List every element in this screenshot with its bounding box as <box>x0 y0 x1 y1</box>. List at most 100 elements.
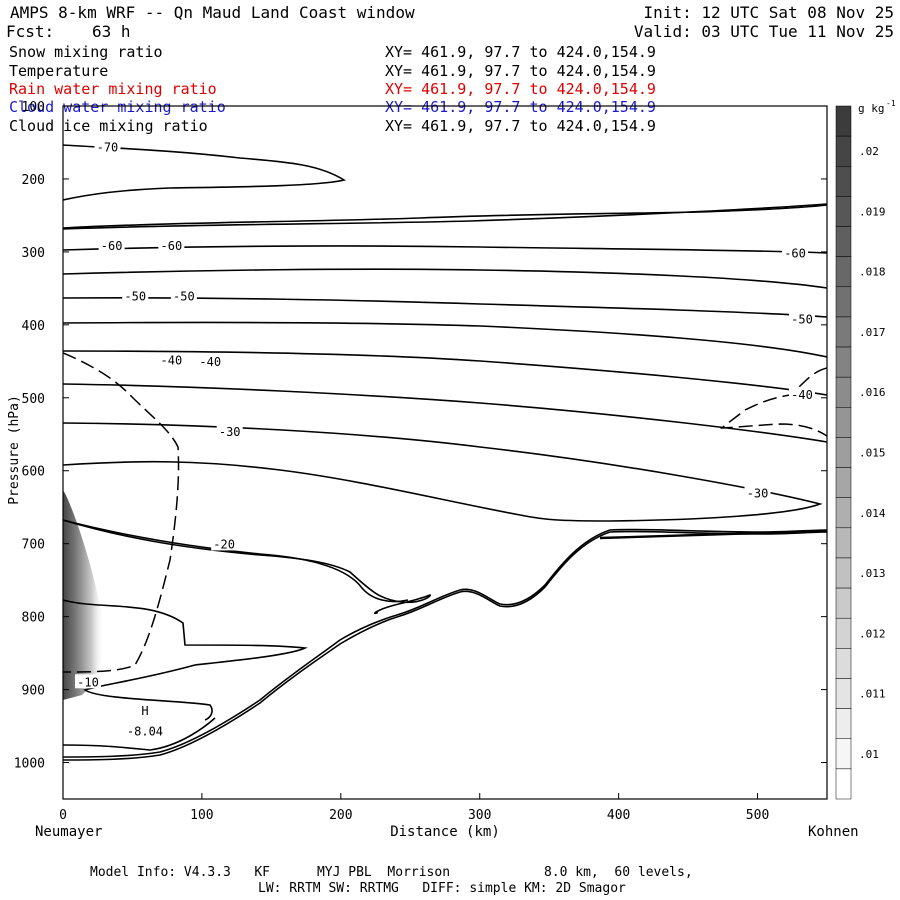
contour-minus40 <box>63 350 827 396</box>
colorbar-tick-label: .017 <box>859 326 886 339</box>
y-tick-label: 700 <box>22 538 45 553</box>
colorbar-segment <box>835 467 852 498</box>
temperature-label-bg <box>744 485 771 500</box>
y-axis-ticks: 100 200 300 400 500 600 700 800 900 1000 <box>14 100 827 772</box>
contour-minus70 <box>63 144 347 201</box>
annotation-label: -8.04 <box>127 725 163 739</box>
chart-title: AMPS 8-km WRF -- Qn Maud Land Coast wind… <box>10 3 415 22</box>
forecast-hours: 63 h <box>92 22 131 41</box>
forecast-label: Fcst: <box>6 22 55 41</box>
contour-minus60a <box>63 203 827 230</box>
colorbar-unit-exponent: -1 <box>886 99 896 108</box>
temperature-label-bg <box>197 354 224 369</box>
temperature-label: -10 <box>77 675 99 689</box>
colorbar-tick-label: .015 <box>859 447 886 460</box>
temperature-label: -60 <box>784 246 806 260</box>
colorbar: .02 .019 .018 .017 .016 .015 .014 .013 .012 .011.… <box>835 99 896 800</box>
colorbar-segment <box>835 105 852 137</box>
legend-cloudwater-coords: XY= 461.9, 97.7 to 424.0,154.9 <box>385 98 656 116</box>
contour-minus50b <box>63 321 827 358</box>
annotation-label: H <box>141 704 148 718</box>
temperature-label-bg <box>94 139 121 154</box>
temperature-label: -50 <box>124 289 146 303</box>
x-right-endpoint: Kohnen <box>808 824 859 840</box>
contour-minus20b <box>63 519 409 603</box>
temperature-label: -40 <box>199 355 221 369</box>
colorbar-segment <box>835 738 852 770</box>
colorbar-segment <box>835 557 852 589</box>
colorbar-segment <box>835 256 852 288</box>
model-physics: LW: RRTM SW: RRTMG DIFF: simple KM: 2D S… <box>258 881 626 896</box>
contour-minus8 <box>63 717 216 751</box>
y-tick-label: 100 <box>22 100 45 115</box>
temperature-label: -20 <box>213 537 235 551</box>
colorbar-segment <box>835 648 852 679</box>
plot-frame <box>62 105 828 800</box>
temperature-label: -40 <box>161 354 183 368</box>
temperature-label: -30 <box>219 425 241 439</box>
colorbar-tick-label: .02 <box>859 145 879 158</box>
valid-time: Valid: 03 UTC Tue 11 Nov 25 <box>633 22 894 41</box>
y-tick-label: 800 <box>22 611 45 626</box>
x-tick-label: 300 <box>468 808 491 823</box>
x-tick-label: 200 <box>329 808 352 823</box>
y-tick-label: 600 <box>22 465 45 480</box>
x-tick-label: 0 <box>59 808 67 823</box>
temperature-label: -30 <box>747 486 769 500</box>
terrain <box>63 528 827 761</box>
colorbar-segment <box>835 587 852 619</box>
colorbar-segment <box>835 768 852 800</box>
temperature-label-bg <box>98 238 125 253</box>
contour-minus20 <box>63 519 431 615</box>
temperature-label: -50 <box>791 313 813 327</box>
temperature-label-bg <box>788 311 815 326</box>
temperature-label-bg <box>788 386 815 401</box>
temperature-label-bg <box>75 674 102 689</box>
colorbar-segment <box>835 437 852 468</box>
legend-snow-coords: XY= 461.9, 97.7 to 424.0,154.9 <box>385 43 656 61</box>
y-tick-label: 1000 <box>14 757 45 772</box>
legend-rain-name: Rain water mixing ratio <box>9 80 217 98</box>
colorbar-segment <box>835 286 852 318</box>
legend-cloudwater-name: Cloud water mixing ratio <box>9 98 226 116</box>
colorbar-segment <box>835 407 852 438</box>
y-tick-label: 400 <box>22 319 45 334</box>
colorbar-segment <box>835 527 852 559</box>
temperature-label: -60 <box>161 239 183 253</box>
temperature-label-bg <box>158 352 185 367</box>
y-tick-label: 300 <box>22 246 45 261</box>
y-axis-label: Pressure (hPa) <box>7 395 22 505</box>
x-tick-label: 400 <box>607 808 630 823</box>
temperature-label: -50 <box>173 289 195 303</box>
y-tick-label: 500 <box>22 392 45 407</box>
temperature-label-bg <box>122 288 149 303</box>
x-left-endpoint: Neumayer <box>35 824 102 840</box>
colorbar-segment <box>835 708 852 739</box>
legend-cloudice-name: Cloud ice mixing ratio <box>9 117 208 135</box>
colorbar-unit: g kg <box>858 102 885 115</box>
temperature-label: -60 <box>101 239 123 253</box>
contour-minus60 <box>63 245 827 254</box>
colorbar-segment <box>835 617 852 649</box>
colorbar-segment <box>835 497 852 529</box>
temperature-label-bg <box>158 238 185 253</box>
x-axis-label: Distance (km) <box>390 824 500 840</box>
colorbar-tick-label: .018 <box>859 266 886 279</box>
temperature-label-bg <box>211 536 238 551</box>
x-axis-ticks: 0 100 200 300 400 500 <box>59 793 769 823</box>
temperature-label-bg <box>782 245 809 260</box>
colorbar-tick-label: .013 <box>859 567 886 580</box>
colorbar-tick-label: .012 <box>859 627 886 640</box>
temperature-labels: -70 -60 -60 -60 -50 -50 -50 -40 -40 -40 -30 -30 -20 -… <box>75 139 815 689</box>
contour-minus60b <box>63 268 827 289</box>
colorbar-tick-label: .011 <box>859 688 886 701</box>
colorbar-segment <box>835 316 852 348</box>
contour-minus30 <box>63 422 823 522</box>
contour-dark-top <box>63 204 827 229</box>
legend-temperature-name: Temperature <box>9 62 109 80</box>
x-tick-label: 500 <box>746 808 769 823</box>
model-info: Model Info: V4.3.3 KF MYJ PBL Morrison 8… <box>90 865 693 880</box>
legend-rain-coords: XY= 461.9, 97.7 to 424.0,154.9 <box>385 80 656 98</box>
colorbar-segment <box>835 346 852 378</box>
legend-snow-name: Snow mixing ratio <box>9 43 163 61</box>
